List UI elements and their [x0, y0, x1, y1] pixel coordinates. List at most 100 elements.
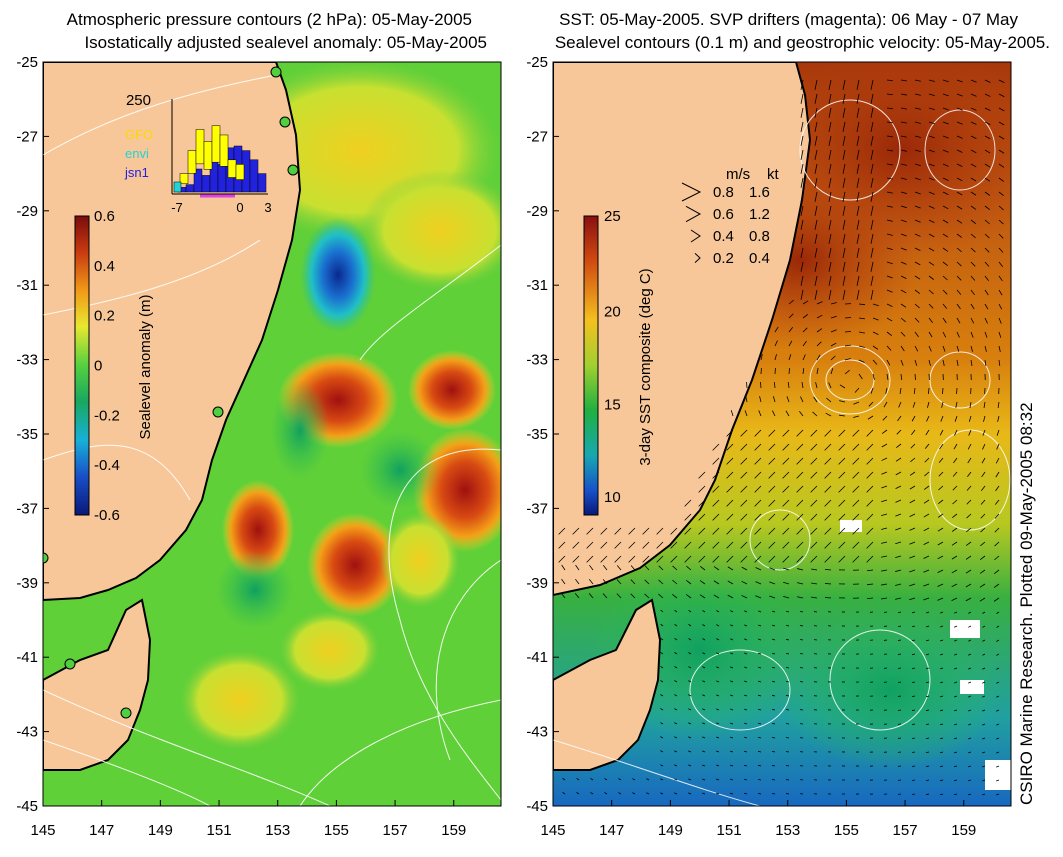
y-tick-label: -31	[526, 277, 548, 294]
velocity-arrow	[772, 610, 776, 613]
velocity-arrow	[660, 792, 664, 795]
velocity-arrow	[895, 513, 902, 517]
velocity-arrow	[939, 737, 944, 740]
velocity-arrow	[914, 79, 921, 82]
velocity-arrow	[872, 345, 879, 350]
velocity-arrow	[852, 443, 860, 451]
velocity-arrow	[982, 681, 986, 684]
velocity-arrow	[923, 513, 930, 518]
velocity-arrow	[768, 527, 776, 535]
velocity-arrow	[842, 121, 846, 132]
velocity-arrow	[994, 541, 1000, 547]
velocity-arrow	[900, 177, 907, 180]
velocity-arrow	[995, 471, 1000, 478]
velocity-arrow	[771, 793, 776, 795]
x-tick-label: 145	[540, 822, 565, 839]
velocity-arrow	[984, 233, 990, 239]
velocity-arrow	[684, 541, 692, 549]
velocity-arrow	[968, 779, 972, 782]
velocity-arrow	[839, 400, 846, 403]
velocity-arrow	[688, 750, 692, 753]
cloud-patch	[985, 760, 1011, 790]
velocity-arrow	[614, 527, 622, 535]
velocity-arrow	[998, 289, 1003, 296]
velocity-arrow	[942, 345, 946, 352]
velocity-arrow	[926, 653, 930, 656]
velocity-arrow	[998, 93, 1005, 98]
right-title-line1: SST: 05-May-2005. SVP drifters (magenta)…	[559, 10, 1018, 29]
velocity-arrow	[800, 149, 804, 160]
velocity-arrow	[928, 191, 935, 195]
velocity-arrow	[782, 443, 790, 451]
velocity-arrow	[939, 779, 944, 782]
velocity-arrow	[956, 107, 963, 111]
velocity-arrow	[928, 345, 932, 352]
velocity-arrow	[942, 149, 949, 153]
velocity-arrow	[852, 513, 860, 521]
velocity-arrow	[881, 555, 888, 558]
velocity-arrow	[940, 695, 944, 698]
velocity-arrow	[814, 261, 818, 272]
velocity-arrow	[856, 191, 860, 202]
velocity-arrow	[702, 792, 706, 795]
velocity-arrow	[979, 569, 986, 574]
velocity-arrow	[768, 513, 776, 521]
velocity-arrow	[575, 564, 580, 571]
velocity-arrow	[952, 499, 958, 505]
velocity-arrow	[768, 555, 776, 563]
velocity-arrow	[616, 565, 622, 571]
velocity-arrow	[970, 219, 977, 224]
velocity-arrow	[900, 261, 907, 265]
velocity-arrow	[866, 583, 874, 586]
velocity-arrow	[814, 107, 818, 118]
velocity-arrow	[900, 191, 907, 194]
velocity-arrow	[870, 387, 874, 394]
velocity-arrow	[726, 443, 734, 451]
inset-x-tick: 3	[264, 200, 271, 215]
velocity-arrow	[928, 219, 935, 224]
velocity-arrow	[600, 555, 608, 563]
velocity-arrow	[814, 135, 818, 146]
velocity-arrow	[954, 737, 958, 740]
velocity-arrow	[928, 289, 934, 295]
velocity-arrow	[853, 401, 860, 405]
velocity-arrow	[858, 331, 865, 334]
velocity-arrow	[886, 359, 891, 366]
velocity-arrow	[984, 345, 987, 352]
velocity-arrow	[954, 695, 958, 698]
sealevel-contours	[553, 99, 1011, 806]
velocity-arrow	[942, 135, 949, 139]
velocity-arrow	[870, 107, 874, 118]
velocity-arrow	[699, 594, 706, 599]
velocity-arrow	[674, 764, 678, 767]
velocity-arrow	[800, 79, 804, 90]
velocity-arrow	[858, 317, 865, 320]
velocity-arrow	[702, 652, 706, 655]
velocity-arrow	[951, 555, 958, 560]
velocity-arrow	[838, 513, 846, 521]
velocity-arrow	[909, 541, 916, 545]
velocity-arrow	[980, 527, 986, 533]
velocity-arrow	[870, 247, 874, 258]
velocity-arrow	[730, 610, 734, 613]
velocity-arrow	[788, 313, 794, 319]
speed-legend-kt: 0.8	[749, 228, 770, 245]
velocity-arrow	[914, 93, 921, 96]
velocity-arrow	[970, 303, 975, 310]
velocity-arrow	[866, 443, 874, 451]
velocity-arrow	[628, 527, 636, 535]
velocity-arrow	[954, 653, 958, 656]
velocity-arrow	[856, 93, 860, 104]
velocity-arrow	[956, 275, 962, 281]
velocity-arrow	[656, 527, 664, 535]
velocity-arrow	[954, 681, 958, 684]
velocity-arrow	[716, 652, 720, 655]
velocity-arrow	[824, 443, 832, 451]
velocity-arrow	[996, 751, 1000, 754]
velocity-arrow	[730, 778, 734, 781]
velocity-arrow	[914, 289, 921, 294]
velocity-arrow	[814, 191, 818, 202]
velocity-arrow	[856, 121, 860, 132]
velocity-arrow	[942, 359, 945, 366]
velocity-arrow	[970, 93, 977, 97]
